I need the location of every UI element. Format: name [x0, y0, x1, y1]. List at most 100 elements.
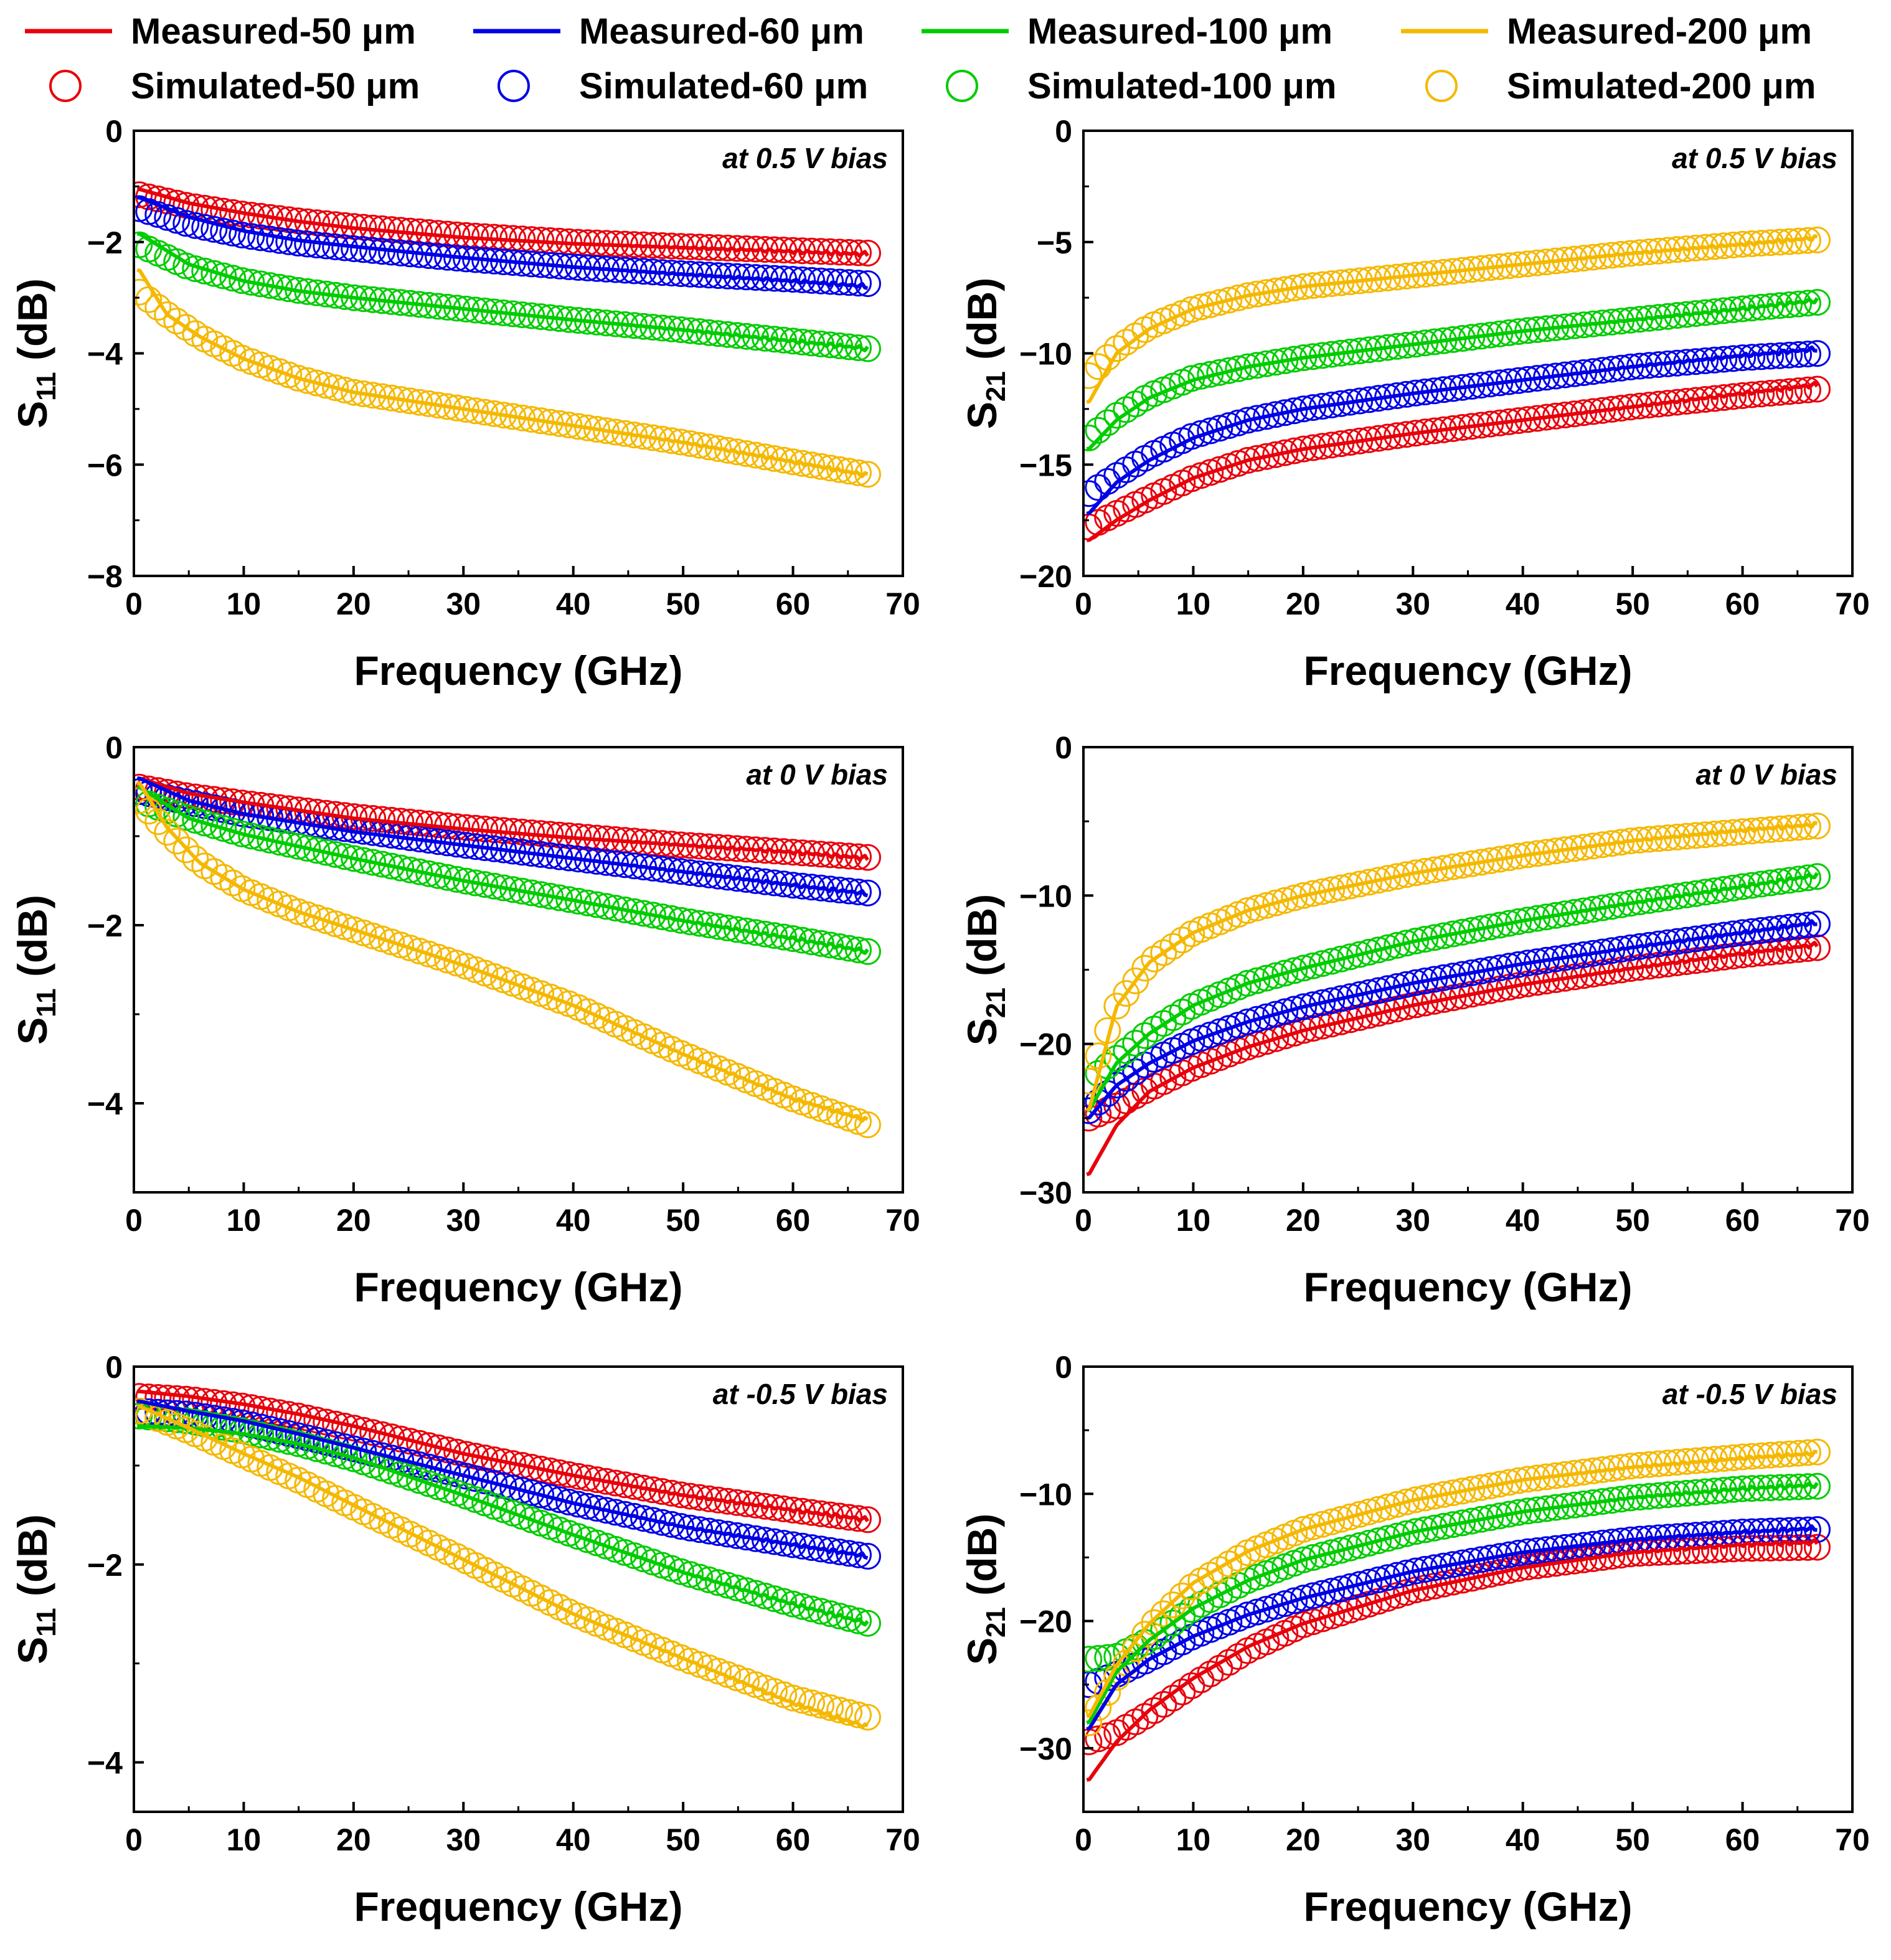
simulated-point — [817, 455, 844, 482]
simulated-point — [826, 456, 854, 483]
simulated-point — [1384, 973, 1411, 1000]
simulated-point — [322, 841, 349, 868]
simulated-point — [1412, 1516, 1439, 1543]
simulated-point — [1804, 340, 1831, 367]
simulated-point — [1327, 945, 1355, 973]
simulated-point — [144, 294, 172, 321]
y-tick-label: 0 — [105, 1350, 123, 1385]
simulated-point — [313, 372, 340, 399]
simulated-point — [1337, 1503, 1364, 1530]
simulated-point — [854, 1506, 881, 1534]
simulated-point — [565, 1491, 592, 1518]
x-tick-label: 60 — [1725, 1822, 1760, 1857]
simulated-point — [1412, 968, 1439, 994]
simulated-point — [1243, 1006, 1271, 1033]
y-axis-label-subscript: 11 — [31, 988, 62, 1017]
legend-simulated-marker-2 — [946, 70, 978, 102]
simulated-point — [1309, 1580, 1336, 1607]
y-axis-label-main: S — [9, 1637, 55, 1664]
y-tick-label: −10 — [1019, 337, 1072, 372]
y-tick-label: 0 — [1055, 114, 1072, 149]
simulated-point — [1346, 870, 1374, 898]
simulated-point — [434, 864, 461, 891]
simulated-point — [733, 440, 760, 467]
simulated-point — [621, 1472, 648, 1500]
simulated-point — [1234, 407, 1261, 434]
simulated-point — [583, 1466, 611, 1494]
simulated-point — [1701, 1536, 1728, 1563]
y-tick-label: −20 — [1019, 1604, 1072, 1639]
simulated-point — [219, 817, 247, 845]
simulated-point — [1253, 1003, 1280, 1030]
simulated-point — [752, 920, 779, 948]
simulated-point — [1113, 1037, 1140, 1065]
simulated-point — [1729, 919, 1757, 946]
simulated-point — [1243, 445, 1271, 472]
simulated-point — [154, 301, 181, 328]
simulated-point — [1309, 950, 1336, 978]
measured-series-100μm — [1086, 1481, 1819, 1725]
y-axis-label-unit: (dB) — [959, 278, 1005, 371]
simulated-point — [1486, 912, 1514, 939]
simulated-point — [1505, 1555, 1532, 1582]
simulated-point — [1197, 291, 1224, 318]
simulated-point — [1393, 971, 1420, 998]
simulated-point — [1271, 399, 1299, 426]
simulated-point — [630, 1505, 658, 1532]
simulated-point — [1299, 952, 1327, 979]
simulated-point — [555, 1489, 583, 1515]
simulated-point — [546, 1459, 573, 1486]
simulated-point — [369, 850, 396, 878]
simulated-point — [397, 387, 424, 415]
plot-area — [1083, 1438, 1831, 1782]
simulated-point — [1458, 1507, 1486, 1535]
simulated-point — [565, 887, 592, 915]
simulated-point — [275, 831, 303, 858]
simulated-point — [546, 1486, 573, 1514]
simulated-point — [1243, 1598, 1271, 1626]
x-tick-label: 30 — [446, 1203, 481, 1238]
simulated-point — [817, 1694, 844, 1722]
simulated-point — [639, 902, 667, 929]
simulated-point — [1141, 945, 1168, 973]
y-tick-label: −10 — [1019, 879, 1072, 913]
simulated-point — [462, 397, 489, 425]
simulated-point — [1215, 286, 1243, 314]
simulated-point — [1505, 908, 1532, 935]
simulated-point — [1243, 280, 1271, 308]
simulated-point — [555, 1461, 583, 1488]
simulated-point — [1692, 1537, 1719, 1564]
simulated-point — [1083, 362, 1103, 389]
x-tick-label: 50 — [1615, 1822, 1650, 1857]
simulated-point — [1083, 480, 1103, 507]
y-tick-label: 0 — [1055, 1350, 1072, 1385]
simulated-point — [1393, 861, 1420, 888]
simulated-point — [238, 822, 265, 850]
simulated-point — [415, 860, 443, 887]
measured-series-200μm — [136, 781, 869, 1123]
simulated-point — [1449, 1509, 1476, 1537]
simulated-point — [1440, 963, 1467, 990]
simulated-point — [1402, 927, 1430, 954]
simulated-point — [1094, 409, 1121, 436]
simulated-point — [1318, 1578, 1346, 1605]
simulated-point — [172, 836, 200, 864]
x-tick-label: 10 — [1176, 1203, 1211, 1238]
simulated-point — [210, 815, 237, 842]
simulated-point — [182, 845, 209, 872]
simulated-point — [1449, 918, 1476, 946]
simulated-point — [1262, 889, 1290, 916]
simulated-point — [1271, 347, 1299, 374]
simulated-point — [1421, 1554, 1448, 1581]
simulated-point — [462, 1465, 489, 1492]
simulated-point — [1262, 1593, 1290, 1620]
x-tick-label: 50 — [666, 1822, 700, 1857]
simulated-point — [1421, 856, 1448, 883]
simulated-point — [509, 877, 536, 905]
simulated-point — [1281, 884, 1308, 912]
simulated-point — [1178, 296, 1205, 323]
simulated-point — [1748, 1535, 1775, 1562]
simulated-point — [1271, 959, 1299, 987]
x-tick-label: 20 — [1286, 1822, 1321, 1857]
legend-simulated-marker-3 — [1425, 70, 1458, 102]
